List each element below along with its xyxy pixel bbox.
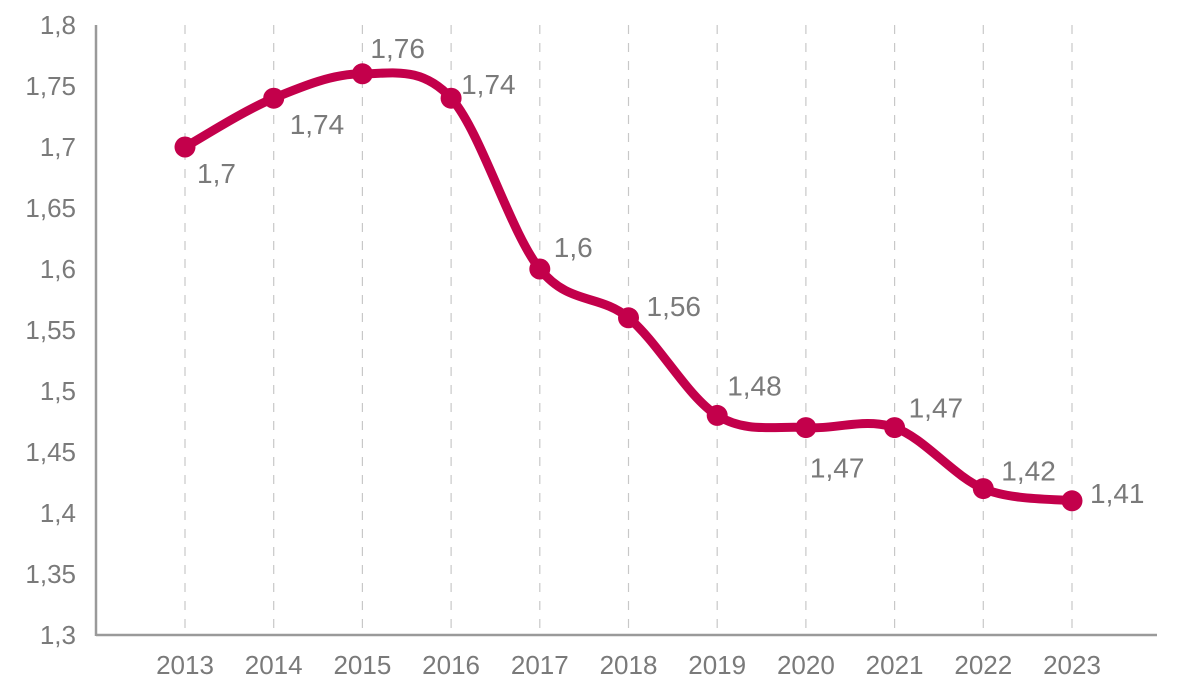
y-tick-label: 1,6 (40, 254, 76, 284)
data-point-2018 (618, 307, 639, 329)
data-point-2023 (1061, 490, 1083, 512)
data-point-2021 (884, 417, 906, 439)
data-point-2015 (351, 63, 373, 85)
y-tick-label: 1,5 (40, 376, 76, 406)
data-point-2014 (263, 87, 285, 109)
x-tick-label: 2019 (688, 650, 746, 680)
data-point-2016 (440, 87, 462, 109)
data-label-2018: 1,56 (647, 291, 702, 322)
y-tick-label: 1,8 (40, 10, 76, 40)
data-point-2022 (972, 478, 994, 500)
x-tick-label: 2014 (245, 650, 303, 680)
data-label-2014: 1,74 (290, 109, 345, 140)
data-label-2022: 1,42 (1001, 456, 1056, 487)
gridlines (184, 25, 1073, 635)
data-label-2016: 1,74 (461, 69, 515, 100)
y-tick-label: 1,45 (25, 437, 76, 467)
data-point-2019 (706, 404, 728, 426)
data-label-2021: 1,47 (909, 393, 964, 424)
y-tick-label: 1,75 (25, 71, 76, 101)
series (174, 63, 1083, 512)
x-tick-label: 2015 (333, 650, 391, 680)
y-tick-label: 1,3 (40, 620, 76, 650)
x-tick-label: 2018 (600, 650, 658, 680)
y-tick-label: 1,35 (25, 559, 76, 589)
data-point-2017 (529, 258, 551, 280)
x-tick-label: 2013 (156, 650, 214, 680)
axes (94, 25, 1157, 637)
y-tick-labels: 1,3 1,35 1,4 1,45 1,5 1,55 1,6 1,65 1,7 1,75 1,8 (25, 10, 76, 650)
data-point-2020 (795, 417, 817, 439)
x-tick-labels: 2013 2014 2015 2016 2017 2018 2019 2020 2021 2022… (156, 650, 1101, 680)
y-tick-label: 1,65 (25, 193, 76, 223)
data-labels: 1,7 1,74 1,76 1,74 1,6 1,56 1,48 1,47 1,47 1,42 1,… (197, 33, 1145, 509)
data-label-2023: 1,41 (1090, 478, 1145, 509)
y-tick-label: 1,7 (40, 132, 76, 162)
x-tick-label: 2023 (1043, 650, 1101, 680)
x-tick-label: 2022 (954, 650, 1012, 680)
x-tick-label: 2016 (422, 650, 480, 680)
y-tick-label: 1,4 (40, 498, 76, 528)
data-label-2015: 1,76 (370, 33, 425, 64)
x-tick-label: 2021 (866, 650, 924, 680)
x-tick-label: 2020 (777, 650, 835, 680)
data-label-2017: 1,6 (554, 232, 593, 263)
data-label-2019: 1,48 (727, 370, 782, 401)
x-tick-label: 2017 (511, 650, 569, 680)
data-label-2020: 1,47 (810, 453, 865, 484)
y-tick-label: 1,55 (25, 315, 76, 345)
series-line (180, 68, 1077, 506)
data-label-2013: 1,7 (197, 158, 236, 189)
data-point-2013 (174, 136, 196, 158)
